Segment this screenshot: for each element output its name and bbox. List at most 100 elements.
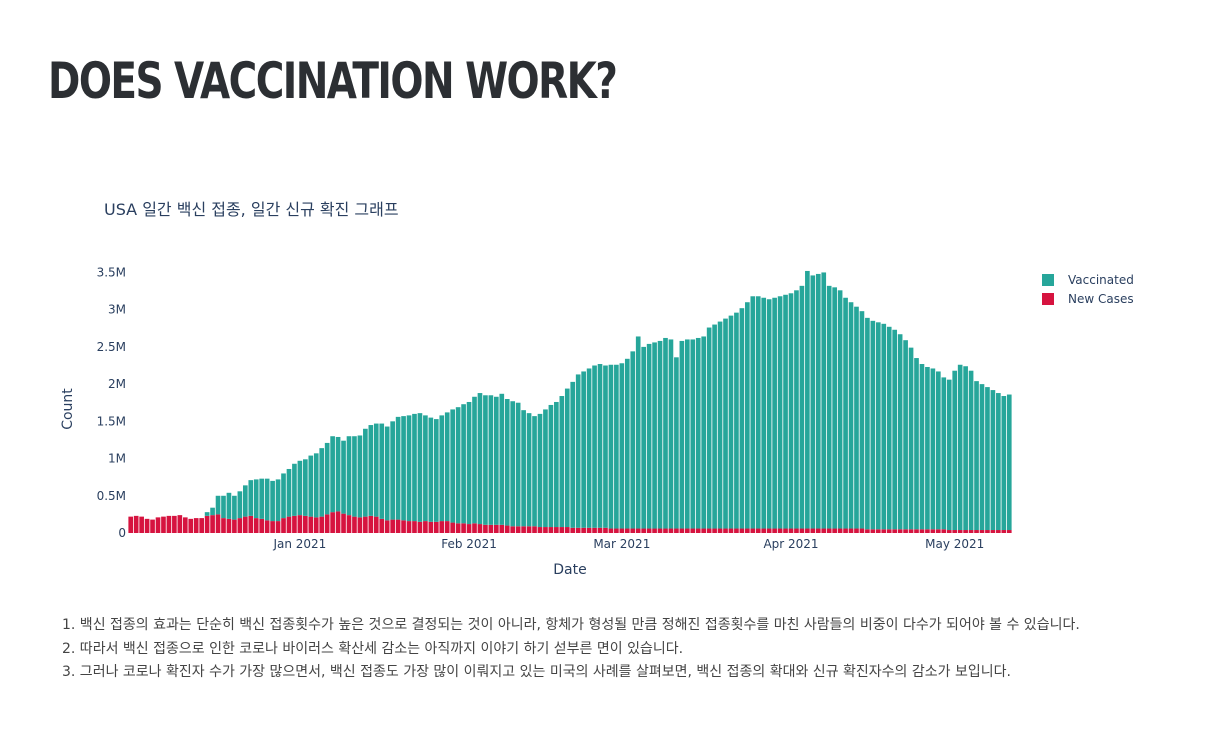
bar-vaccinated[interactable] [766, 299, 772, 529]
bar-new-cases[interactable] [433, 521, 439, 533]
bar-new-cases[interactable] [755, 528, 761, 533]
bar-new-cases[interactable] [526, 526, 532, 533]
bar-vaccinated[interactable] [537, 413, 543, 528]
bar-vaccinated[interactable] [450, 409, 456, 523]
bar-new-cases[interactable] [139, 516, 144, 533]
bar-new-cases[interactable] [477, 524, 483, 533]
bar-new-cases[interactable] [466, 524, 472, 533]
bar-new-cases[interactable] [968, 530, 974, 533]
bar-new-cases[interactable] [592, 527, 597, 533]
bar-vaccinated[interactable] [908, 347, 914, 530]
bar-vaccinated[interactable] [253, 479, 259, 519]
bar-vaccinated[interactable] [641, 346, 646, 529]
bar-vaccinated[interactable] [663, 337, 668, 529]
bar-new-cases[interactable] [472, 523, 477, 533]
bar-new-cases[interactable] [914, 529, 919, 533]
bar-vaccinated[interactable] [957, 364, 963, 531]
bar-new-cases[interactable] [352, 516, 357, 533]
bar-vaccinated[interactable] [745, 302, 750, 529]
bar-vaccinated[interactable] [657, 340, 663, 529]
bar-vaccinated[interactable] [586, 368, 592, 528]
bar-new-cases[interactable] [177, 515, 183, 533]
bar-new-cases[interactable] [455, 523, 461, 533]
bar-new-cases[interactable] [641, 528, 646, 533]
bar-new-cases[interactable] [695, 528, 701, 533]
bar-vaccinated[interactable] [843, 297, 848, 529]
bar-vaccinated[interactable] [881, 323, 887, 530]
bar-new-cases[interactable] [996, 530, 1001, 533]
bar-new-cases[interactable] [341, 513, 346, 533]
bar-new-cases[interactable] [837, 528, 843, 533]
bar-vaccinated[interactable] [826, 285, 832, 529]
bar-new-cases[interactable] [859, 528, 865, 533]
bar-vaccinated[interactable] [401, 416, 406, 521]
bar-vaccinated[interactable] [679, 340, 685, 529]
bar-new-cases[interactable] [330, 512, 335, 533]
bar-new-cases[interactable] [919, 529, 925, 533]
bar-new-cases[interactable] [875, 529, 881, 533]
bar-vaccinated[interactable] [554, 401, 559, 528]
bar-new-cases[interactable] [248, 515, 254, 533]
bar-new-cases[interactable] [444, 521, 450, 533]
bar-new-cases[interactable] [608, 528, 614, 533]
bar-new-cases[interactable] [188, 518, 194, 533]
bar-new-cases[interactable] [417, 521, 423, 533]
bar-new-cases[interactable] [226, 518, 232, 533]
bar-vaccinated[interactable] [297, 460, 303, 516]
bar-new-cases[interactable] [564, 527, 570, 533]
bar-vaccinated[interactable] [564, 388, 570, 528]
bar-new-cases[interactable] [199, 518, 204, 533]
bar-new-cases[interactable] [521, 526, 526, 533]
bar-vaccinated[interactable] [837, 290, 843, 529]
bar-new-cases[interactable] [750, 528, 756, 533]
bar-new-cases[interactable] [821, 528, 827, 533]
bar-new-cases[interactable] [368, 515, 374, 533]
bar-vaccinated[interactable] [799, 285, 805, 529]
bar-vaccinated[interactable] [444, 412, 450, 522]
bar-new-cases[interactable] [324, 514, 330, 533]
bar-new-cases[interactable] [543, 527, 548, 533]
bar-new-cases[interactable] [515, 526, 521, 533]
bar-vaccinated[interactable] [996, 393, 1001, 531]
bar-new-cases[interactable] [379, 518, 385, 533]
bar-vaccinated[interactable] [614, 364, 619, 529]
bar-vaccinated[interactable] [914, 358, 919, 530]
bar-new-cases[interactable] [684, 528, 690, 533]
bar-vaccinated[interactable] [624, 358, 630, 529]
bar-vaccinated[interactable] [423, 415, 428, 522]
bar-new-cases[interactable] [390, 519, 395, 533]
bar-new-cases[interactable] [597, 527, 603, 533]
bar-new-cases[interactable] [635, 528, 641, 533]
bar-new-cases[interactable] [652, 528, 657, 533]
bar-vaccinated[interactable] [483, 395, 488, 525]
bar-new-cases[interactable] [832, 528, 837, 533]
bar-vaccinated[interactable] [777, 296, 783, 529]
bar-new-cases[interactable] [674, 528, 679, 533]
bar-vaccinated[interactable] [477, 393, 483, 525]
bar-new-cases[interactable] [886, 529, 892, 533]
bar-new-cases[interactable] [690, 528, 696, 533]
bar-vaccinated[interactable] [952, 370, 958, 531]
bar-new-cases[interactable] [275, 521, 281, 533]
bar-vaccinated[interactable] [335, 436, 341, 512]
bar-new-cases[interactable] [510, 526, 516, 533]
bar-vaccinated[interactable] [886, 326, 892, 530]
bar-new-cases[interactable] [979, 530, 985, 533]
bar-vaccinated[interactable] [788, 293, 794, 529]
bar-vaccinated[interactable] [985, 387, 990, 531]
bar-vaccinated[interactable] [439, 415, 445, 522]
bar-vaccinated[interactable] [936, 371, 941, 530]
bar-new-cases[interactable] [548, 527, 554, 533]
bar-vaccinated[interactable] [646, 343, 652, 529]
bar-vaccinated[interactable] [597, 364, 603, 528]
bar-vaccinated[interactable] [755, 296, 761, 529]
bar-new-cases[interactable] [373, 516, 379, 533]
legend-item-new-cases[interactable]: New Cases [1042, 289, 1134, 308]
bar-vaccinated[interactable] [608, 364, 614, 529]
bar-vaccinated[interactable] [204, 512, 210, 516]
bar-vaccinated[interactable] [226, 492, 232, 519]
bar-vaccinated[interactable] [368, 425, 374, 516]
bar-new-cases[interactable] [395, 519, 401, 533]
bar-vaccinated[interactable] [690, 339, 696, 529]
bar-vaccinated[interactable] [543, 409, 548, 528]
